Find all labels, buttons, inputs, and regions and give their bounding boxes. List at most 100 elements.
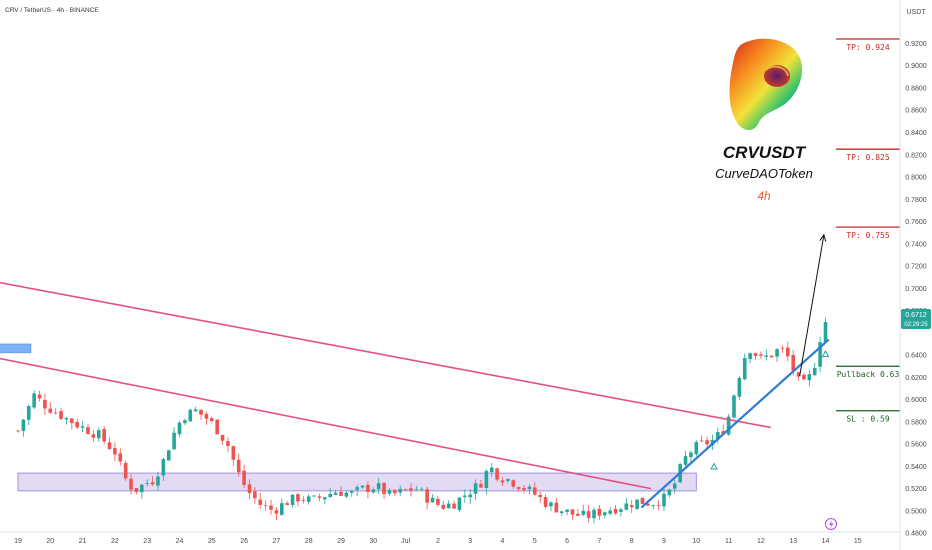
candle-body xyxy=(86,427,90,435)
candle-body xyxy=(312,495,316,497)
time-tick-label: 9 xyxy=(662,538,666,545)
candle xyxy=(656,500,661,511)
candle xyxy=(764,349,769,361)
signal-marker xyxy=(821,350,830,358)
price-tick-label: 0.8200 xyxy=(905,152,927,159)
candle xyxy=(37,390,42,402)
symbol-header[interactable]: CRV / TetherUS · 4h · BINANCE xyxy=(5,7,99,14)
candle-body xyxy=(818,342,822,367)
price-tick-label: 0.9200 xyxy=(905,41,927,48)
candle-body xyxy=(506,479,510,481)
price-tick-label: 0.9000 xyxy=(905,63,927,70)
candle-body xyxy=(716,432,720,440)
candle-body xyxy=(269,505,273,510)
candle-body xyxy=(780,347,785,349)
time-tick-label: 23 xyxy=(143,538,151,545)
candle xyxy=(355,484,359,496)
lightning-icon[interactable] xyxy=(825,518,837,530)
candle xyxy=(403,488,408,491)
candle xyxy=(140,484,144,499)
candle xyxy=(339,486,343,497)
price-tick-label: 0.5600 xyxy=(905,442,927,449)
candle xyxy=(780,345,785,353)
candle-body xyxy=(543,497,548,507)
candle-body xyxy=(592,509,596,519)
candle xyxy=(511,479,516,489)
candle-body xyxy=(640,497,645,504)
time-tick-label: 7 xyxy=(597,538,601,545)
candle xyxy=(479,479,483,488)
candle xyxy=(199,409,203,420)
candle-body xyxy=(667,489,672,496)
time-tick-label: 11 xyxy=(725,538,732,545)
candle-body xyxy=(37,394,42,399)
candle xyxy=(188,408,193,422)
price-tick-label: 0.5400 xyxy=(905,464,927,471)
candle-body xyxy=(328,493,333,498)
candle xyxy=(236,453,241,477)
time-tick-label: 6 xyxy=(565,538,569,545)
candle xyxy=(102,426,106,445)
candle-body xyxy=(500,480,505,483)
candle-body xyxy=(258,499,263,505)
candle xyxy=(662,487,666,511)
candle xyxy=(586,505,591,523)
candle-body xyxy=(452,503,456,509)
signal-marker xyxy=(710,462,718,470)
candle xyxy=(398,485,403,497)
candle xyxy=(269,499,273,515)
candle xyxy=(802,373,806,380)
candle xyxy=(812,362,817,377)
candle xyxy=(581,504,586,517)
candle-body xyxy=(129,478,133,490)
price-tick-label: 0.7600 xyxy=(905,219,927,226)
resistance-marker xyxy=(0,343,32,354)
currency-label: USDT xyxy=(906,9,926,16)
time-tick-label: 24 xyxy=(176,538,184,545)
time-tick-label: 2 xyxy=(436,538,440,545)
candle-body xyxy=(339,491,343,496)
candle-body xyxy=(689,452,693,458)
candle xyxy=(387,487,392,496)
candle-body xyxy=(80,426,85,428)
price-tick-label: 0.5000 xyxy=(905,508,927,515)
candle xyxy=(349,489,354,497)
candle-body xyxy=(549,502,553,507)
candle-body xyxy=(360,485,365,488)
candle-body xyxy=(48,408,53,413)
candle xyxy=(258,493,263,509)
candle xyxy=(683,450,688,468)
candle-body xyxy=(457,497,462,511)
candle-body xyxy=(446,503,451,509)
candle-body xyxy=(737,377,742,397)
candle-body xyxy=(382,482,386,495)
price-tick-label: 0.4800 xyxy=(905,531,927,538)
current-price: 0.6712 xyxy=(905,312,927,319)
candle-body xyxy=(646,503,650,506)
candle xyxy=(75,418,80,429)
candle-body xyxy=(479,483,483,488)
candle xyxy=(726,414,731,436)
candle-body xyxy=(113,448,117,455)
candle xyxy=(48,402,53,414)
candle xyxy=(527,484,532,495)
projection-arrow-head xyxy=(819,233,827,242)
candle xyxy=(495,467,499,482)
candle xyxy=(629,500,634,513)
candle-body xyxy=(393,489,397,494)
candle xyxy=(559,511,564,517)
candle-body xyxy=(796,372,801,377)
candle xyxy=(107,437,112,450)
candle-body xyxy=(812,367,817,376)
price-tick-label: 0.6400 xyxy=(905,353,927,360)
candle-body xyxy=(123,462,128,479)
time-tick-label: 29 xyxy=(337,538,345,545)
candle-body xyxy=(64,418,69,420)
candle xyxy=(602,511,607,519)
candle xyxy=(457,497,462,513)
price-axis-panel[interactable] xyxy=(900,0,932,550)
candle xyxy=(279,498,284,516)
time-axis-ticks[interactable]: 19 20 21 22 23 24 25 26 27 28 29 30 Jul 2 3 4 5 6 7 8 9 10 11 1… xyxy=(14,538,862,545)
candle xyxy=(274,507,279,521)
time-tick-label: 5 xyxy=(533,538,537,545)
